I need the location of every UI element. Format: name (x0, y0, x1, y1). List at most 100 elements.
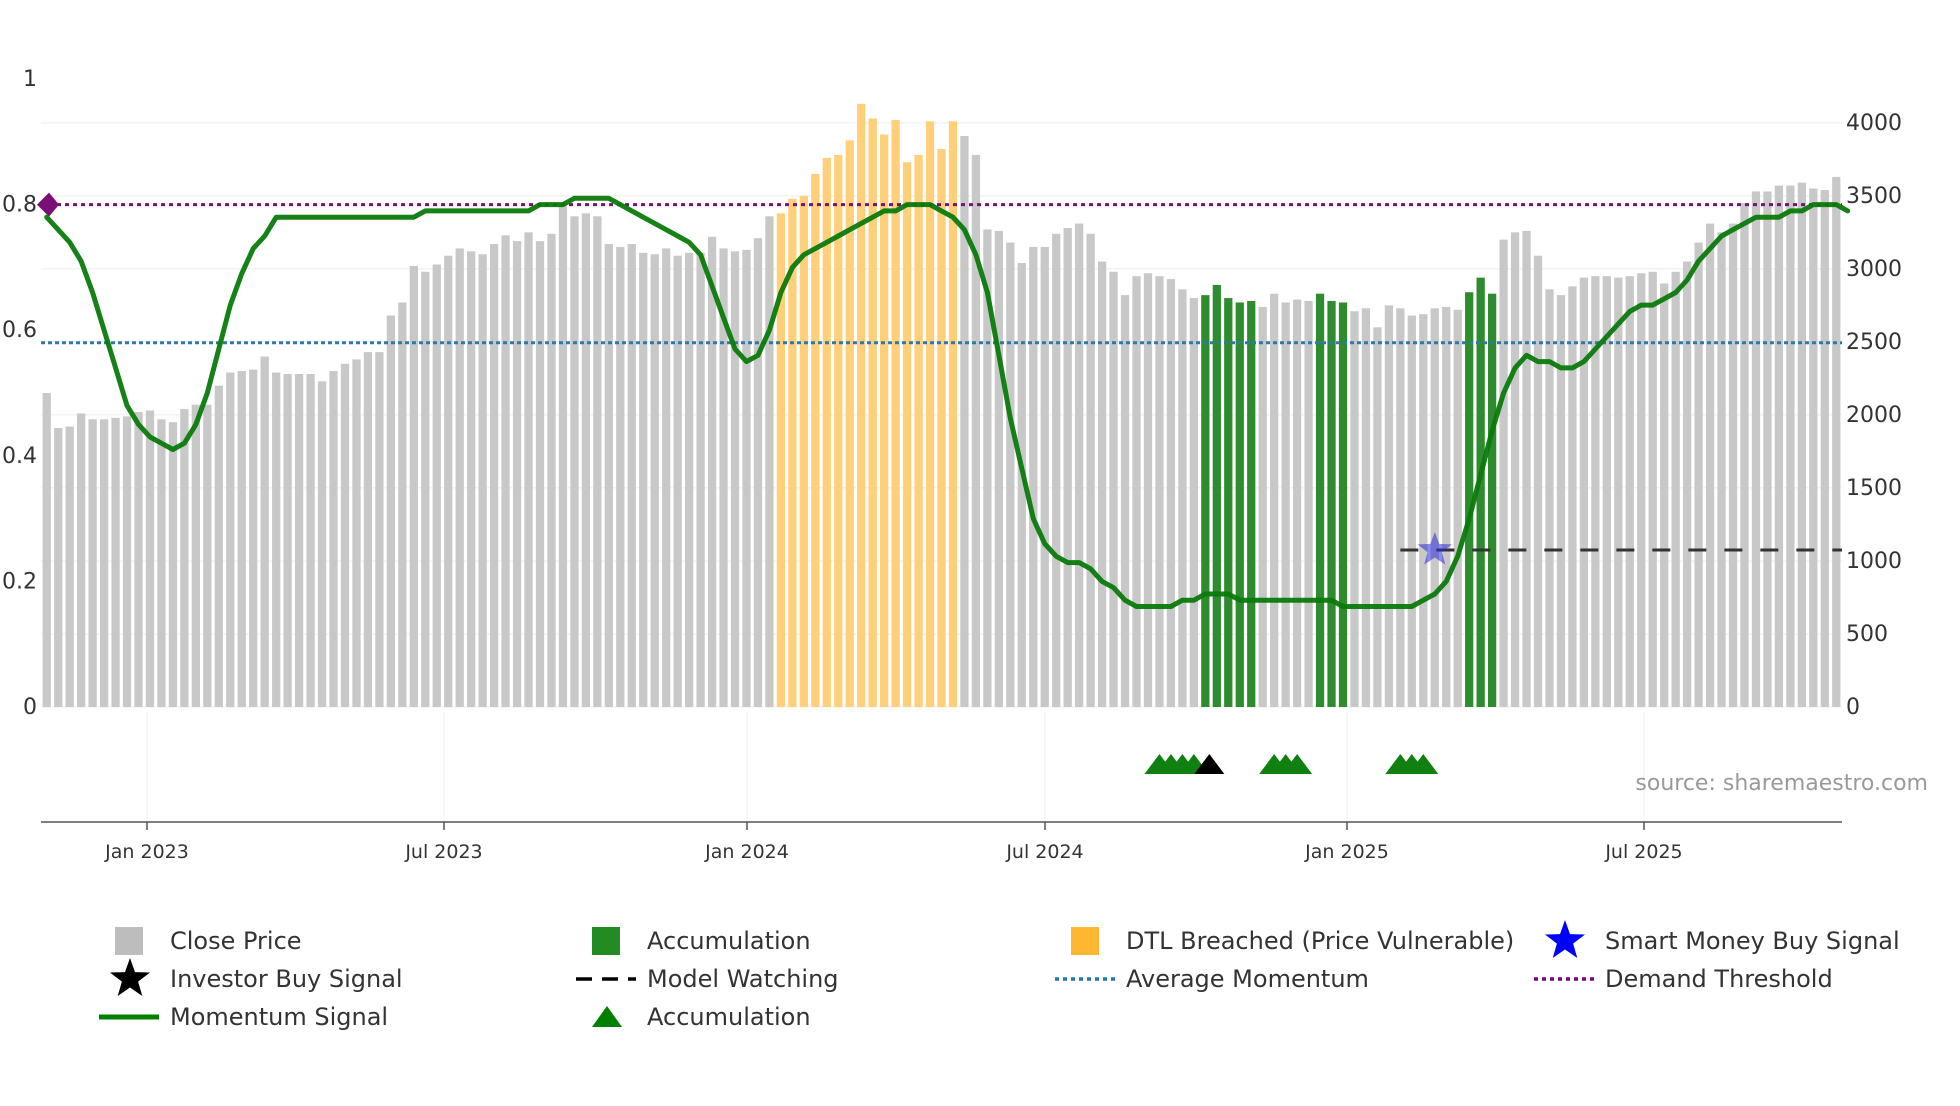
close-price-bar (54, 428, 63, 707)
close-price-bar (1786, 185, 1795, 707)
close-price-bar (685, 252, 694, 707)
dtl-breached-bar (925, 121, 935, 707)
close-price-bar (570, 216, 579, 707)
close-price-bar (226, 372, 235, 707)
legend-item-smart-money: Smart Money Buy Signal (1545, 920, 1900, 958)
accumulation-marker-triangle-icon (592, 1006, 622, 1027)
close-price-bar (1281, 302, 1290, 707)
accumulation-bar (1247, 300, 1256, 707)
close-price-bar (1625, 276, 1634, 707)
dtl-breached-bar (891, 119, 900, 708)
close-price-bar (1728, 223, 1738, 707)
investor-buy-star-icon (110, 958, 150, 996)
close-price-bar (627, 244, 636, 707)
left-tick-label: 0.2 (2, 569, 37, 594)
dtl-breached-bar (880, 134, 889, 707)
right-tick-label: 3500 (1846, 184, 1902, 209)
legend-label: Average Momentum (1126, 965, 1369, 993)
close-price-bar (375, 352, 384, 707)
close-price-bar (1774, 185, 1784, 707)
close-price-bar (1075, 223, 1084, 707)
close-price-bar (1820, 189, 1829, 707)
close-price-bar (180, 409, 189, 707)
close-price-bar (707, 236, 717, 708)
legend-item-close-price: Close Price (115, 927, 302, 955)
left-tick-label: 0 (23, 695, 37, 720)
legend: Close Price Accumulation DTL Breached (Pri… (99, 920, 1900, 1031)
x-tick-label: Jul 2025 (1604, 841, 1682, 863)
accumulation-bar (1212, 284, 1221, 707)
close-price-bar (317, 381, 327, 707)
accumulation-triangle (1408, 754, 1439, 774)
right-tick-label: 0 (1846, 695, 1860, 720)
accumulation-triangle (1282, 754, 1313, 774)
right-tick-label: 1000 (1846, 549, 1902, 574)
legend-item-accumulation-marker: Accumulation (592, 1003, 811, 1031)
demand-threshold-marker (37, 192, 59, 217)
close-price-bar (1178, 289, 1187, 707)
close-price-bar (1545, 289, 1554, 707)
close-price-bar (478, 254, 487, 708)
close-price-bar (111, 417, 120, 707)
right-tick-label: 3000 (1846, 257, 1902, 282)
close-price-bar (1763, 191, 1772, 707)
legend-item-investor-buy: Investor Buy Signal (110, 958, 403, 996)
close-price-bar (214, 385, 223, 707)
dtl-breached-bar (902, 162, 912, 707)
right-tick-label: 2000 (1846, 403, 1902, 428)
reference-lines (37, 192, 1842, 552)
accumulation-bar (1235, 302, 1244, 707)
close-price-bar (1637, 273, 1646, 707)
close-price-bar (1029, 246, 1038, 707)
close-price-bar (1671, 271, 1680, 707)
close-price-bar (581, 213, 591, 707)
price-bars (42, 103, 1841, 708)
dtl-breached-bar (799, 195, 808, 707)
left-tick-label: 1 (23, 67, 37, 92)
close-price-bar (1120, 295, 1130, 707)
close-price-bar (1705, 223, 1715, 707)
close-price-bar (1419, 314, 1428, 707)
close-price-bar (168, 422, 178, 707)
close-price-bar (455, 248, 464, 708)
close-price-bar (1017, 263, 1026, 707)
x-tick-label: Jul 2023 (404, 841, 482, 863)
close-price-bar (1258, 306, 1267, 707)
close-price-bar (421, 271, 430, 707)
legend-label: Investor Buy Signal (170, 965, 403, 993)
legend-label: Demand Threshold (1605, 965, 1833, 993)
dtl-breached-bar (857, 103, 866, 708)
dtl-breached-bar (776, 213, 786, 707)
close-price-bar (1522, 230, 1531, 707)
close-price-bar (1591, 276, 1600, 707)
legend-item-dtl-breached: DTL Breached (Price Vulnerable) (1071, 927, 1514, 955)
close-price-bar (340, 363, 350, 707)
right-tick-label: 4000 (1846, 111, 1902, 136)
dtl-breached-bar (811, 173, 820, 707)
dtl-breached-bar (834, 154, 843, 707)
close-price-bar (994, 230, 1003, 707)
accumulation-bar (1487, 293, 1497, 707)
legend-label: Accumulation (647, 1003, 811, 1031)
close-price-bar (1361, 308, 1371, 707)
dtl-breached-bar (845, 140, 854, 707)
close-price-bar (77, 413, 86, 707)
close-price-bar (398, 302, 407, 707)
close-price-bar (444, 255, 453, 707)
close-price-bar (524, 232, 533, 708)
close-price-bar (1832, 176, 1841, 707)
left-axis: 0 0.2 0.4 0.6 0.8 1 (2, 67, 37, 720)
close-price-bar (604, 244, 613, 707)
close-price-bar (42, 393, 51, 707)
accumulation-bar (1465, 292, 1474, 707)
close-price-bar (1683, 261, 1692, 707)
close-price-bar (1292, 299, 1302, 707)
close-price-bar (122, 416, 132, 707)
legend-item-average-momentum: Average Momentum (1055, 965, 1369, 993)
dtl-breached-bar (868, 118, 877, 707)
accumulation-bar-swatch (592, 927, 620, 955)
signal-markers (1144, 532, 1452, 774)
close-price-bar (1155, 276, 1164, 707)
accumulation-bar (1327, 300, 1336, 707)
legend-label: Close Price (170, 927, 302, 955)
